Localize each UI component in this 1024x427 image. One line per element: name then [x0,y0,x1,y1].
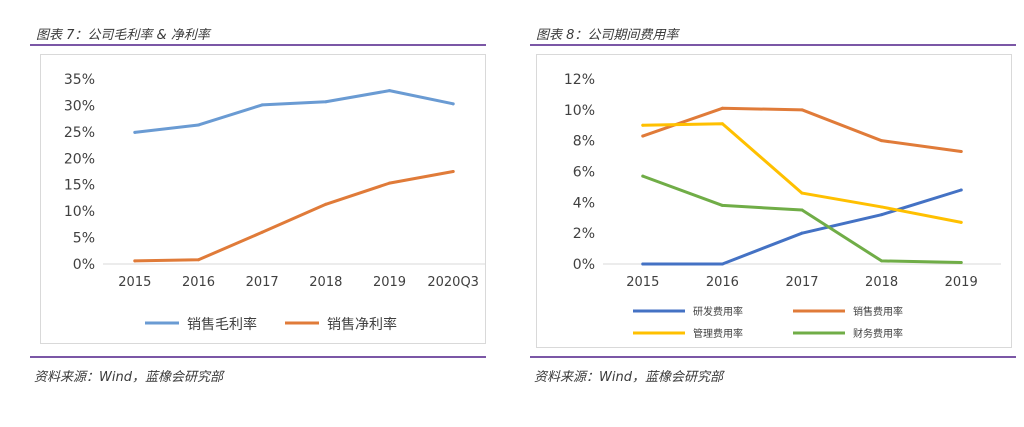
right-source-note: 资料来源：Wind，蓝橡会研究部 [534,370,723,385]
x-tick-label: 2017 [246,275,279,290]
left-chart-box: 0% 5% 10% 15% 20% 25% 30% 35% 2015 2016 2017 2018 20… [40,54,486,344]
data-point [197,258,200,262]
left-source-note: 资料来源：Wind，蓝橡会研究部 [34,370,223,385]
data-point [133,259,137,263]
series-line [641,106,963,153]
data-point [133,130,137,134]
y-tick-label: 0% [73,257,95,273]
x-tick-label: 2019 [945,275,978,290]
right-chart-box: 0% 2% 4% 6% 8% 10% 12% 2015 2016 2017 2018 2019 研发费用… [536,54,1012,348]
x-tick-label: 2017 [785,275,818,290]
y-tick-label: 0% [573,257,595,273]
legend-label: 销售费用率 [853,305,903,318]
data-point [324,202,328,206]
right-line-chart: 0% 2% 4% 6% 8% 10% 12% 2015 2016 2017 2018 2019 研发费用… [564,72,1001,340]
y-tick-label: 12% [564,72,595,88]
left-line-chart: 0% 5% 10% 15% 20% 25% 30% 35% 2015 2016 2017 2018 20… [64,72,485,333]
y-tick-label: 4% [573,195,595,211]
data-point [959,220,963,224]
data-point [959,149,963,153]
series-line [133,170,455,263]
left-title-rule [30,44,486,46]
data-point [800,108,804,112]
y-tick-label: 10% [564,103,595,119]
y-tick-label: 15% [64,178,95,194]
y-tick-label: 30% [64,98,95,114]
x-tick-label: 2015 [118,275,151,290]
legend-label: 研发费用率 [693,305,743,318]
data-point [388,89,391,93]
right-title-rule [530,44,1016,46]
data-point [641,262,645,266]
left-source-rule [30,356,486,358]
data-point [959,188,963,192]
data-point [451,102,455,106]
left-chart-title: 图表 7：公司毛利率 & 净利率 [36,28,210,43]
data-point [800,231,804,235]
data-point [641,123,645,127]
series-line [641,174,963,264]
data-point [880,213,884,217]
data-point [260,103,264,107]
y-tick-label: 8% [573,134,595,150]
data-point [260,230,264,234]
data-point [720,262,724,266]
data-point [880,259,884,263]
data-point [451,170,455,173]
data-point [800,191,804,195]
legend-label: 财务费用率 [853,327,903,340]
data-point [388,181,391,185]
y-tick-label: 25% [64,125,95,141]
x-tick-label: 2016 [182,275,215,290]
x-tick-label: 2018 [865,275,898,290]
series-line [641,188,963,266]
series-line [641,122,963,224]
data-point [641,134,645,138]
x-tick-label: 2019 [373,275,406,290]
data-point [720,106,724,110]
x-tick-label: 2020Q3 [427,275,479,290]
right-source-rule [530,356,1016,358]
data-point [880,139,884,143]
y-tick-label: 10% [64,204,95,220]
right-chart-title: 图表 8：公司期间费用率 [536,28,679,43]
series-line [133,89,455,134]
y-tick-label: 6% [573,165,595,181]
legend-label: 销售净利率 [327,316,397,333]
x-tick-label: 2016 [706,275,739,290]
data-point [197,123,200,127]
x-tick-label: 2018 [309,275,342,290]
data-point [800,208,804,212]
y-tick-label: 5% [73,231,95,247]
y-tick-label: 2% [573,226,595,242]
data-point [324,100,328,104]
data-point [641,174,645,178]
legend-label: 销售毛利率 [187,316,257,333]
x-tick-label: 2015 [626,275,659,290]
legend-label: 管理费用率 [693,327,743,340]
data-point [720,203,724,207]
data-point [959,260,963,264]
data-point [880,205,884,209]
y-tick-label: 20% [64,151,95,167]
data-point [720,122,724,126]
y-tick-label: 35% [64,72,95,88]
